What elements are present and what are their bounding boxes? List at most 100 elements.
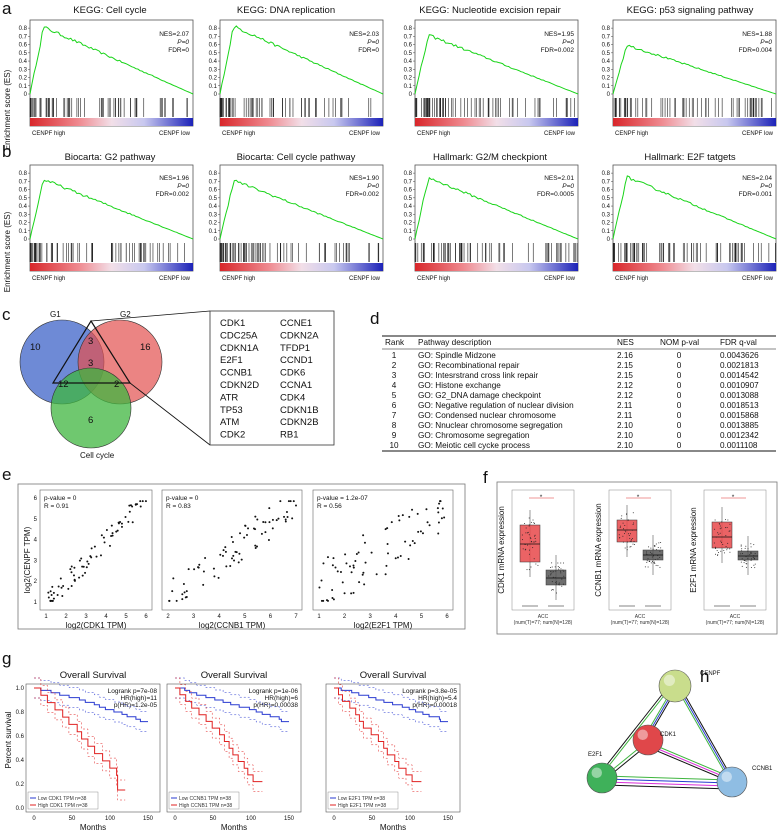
node-highlight [663, 674, 676, 687]
p-text: P=0 [367, 183, 379, 190]
tumor-point [525, 527, 527, 529]
scatter-point [202, 570, 205, 573]
normal-point [654, 559, 656, 561]
scatter-point [111, 532, 114, 535]
scatter-point [441, 507, 444, 510]
scatter-point [139, 505, 142, 508]
scatter-point [127, 520, 130, 523]
ytick-label: 0.3 [404, 212, 413, 218]
normal-point [753, 557, 755, 559]
scatter-point [411, 539, 414, 542]
corr-xtick: 1 [317, 614, 321, 620]
normal-point [747, 548, 749, 550]
scatter-point [437, 532, 440, 535]
gsea-plot-2: KEGG: Nucleotide excision repair NES=1.9… [404, 5, 579, 137]
panel-e: e log2(CENPF TPM) p-value = 0R = 0.91log… [2, 465, 466, 630]
high-label: CENPF high [32, 131, 65, 137]
corr-xtick: 4 [394, 614, 398, 620]
normal-point [651, 553, 653, 555]
tumor-point [725, 535, 727, 537]
panel-label-d: d [370, 309, 379, 328]
scatter-point [437, 521, 440, 524]
edge-e2f1-ccnb1 [603, 775, 731, 781]
tumor-point [624, 529, 626, 531]
low-label: CENPF low [159, 131, 191, 137]
tumor-point [626, 546, 628, 548]
gene-name: CCNE1 [280, 318, 312, 329]
scatter-point [336, 570, 339, 573]
gsea-plot-3: KEGG: p53 signaling pathway NES=1.88 P=0… [602, 5, 777, 137]
low-ci-lower [34, 697, 148, 732]
expr-boxplot: CCNB1 mRNA expression * ACC(num(T)=77; num… [594, 489, 672, 626]
normal-point [563, 562, 565, 564]
edge-cenpf-e2f1-b [601, 686, 669, 772]
scatter-point [286, 516, 289, 519]
fdr-text: FDR=0.004 [739, 47, 773, 54]
scatter-point [49, 590, 52, 593]
scatter-point [124, 516, 127, 519]
scatter-point [354, 559, 357, 562]
ytick-label: 0.8 [404, 26, 413, 32]
scatter-point [399, 555, 402, 558]
scatter-point [234, 550, 237, 553]
normal-point [561, 578, 563, 580]
es-curve [29, 179, 194, 240]
node-ccnb1: CCNB1 [716, 766, 773, 798]
node-cdk1: CDK1 [632, 724, 677, 756]
normal-point [552, 589, 554, 591]
table-cell: 0 [677, 431, 682, 440]
scatter-point [341, 581, 344, 584]
nes-text: NES=2.04 [742, 175, 772, 182]
tumor-point [628, 535, 630, 537]
phr-text: p(HR)=1.2e-05 [114, 702, 158, 709]
normal-point [654, 562, 656, 564]
gsea-title: Hallmark: G2/M checkpiont [433, 152, 547, 163]
table-cell: 4 [392, 381, 397, 390]
tumor-point [629, 540, 631, 542]
normal-point [555, 570, 557, 572]
scatter-point [408, 515, 411, 518]
venn-g2-label: G2 [120, 310, 131, 319]
scatter-point [175, 599, 178, 602]
scatter-point [284, 520, 287, 523]
tumor-box [519, 524, 541, 563]
p-text: P=0 [760, 39, 772, 46]
normal-point [659, 550, 661, 552]
ytick-label: 0.1 [602, 229, 611, 235]
tumor-point [727, 542, 729, 544]
table-cell: GO: Histone exchange [418, 381, 501, 390]
tumor-point [622, 528, 624, 530]
normal-point [659, 556, 661, 558]
scatter-point [352, 566, 355, 569]
table-cell: GO: Recombinational repair [418, 361, 520, 370]
surv-title: Overall Survival [201, 670, 268, 681]
low-label: CENPF low [742, 276, 774, 282]
panel-h: h CENPF CDK1 E2F1 CCNB1 [586, 667, 773, 798]
ytick-label: 0.8 [602, 26, 611, 32]
ytick-label: 0.6 [602, 188, 611, 194]
low-label: CENPF low [544, 276, 576, 282]
tumor-point [528, 569, 530, 571]
edge-e2f1-ccnb1-c [603, 781, 731, 787]
gsea-title: Hallmark: E2F tatgets [644, 152, 736, 163]
table-cell: GO: Intesrstrand cross link repair [418, 371, 538, 380]
edge-cenpf-ccnb1-b [679, 689, 731, 779]
tumor-point [630, 546, 632, 548]
scatter-point [326, 556, 329, 559]
normal-point [741, 565, 743, 567]
scatter-point [52, 597, 55, 600]
scatter-point [386, 543, 389, 546]
scatter-point [219, 553, 222, 556]
scatter-point [352, 591, 355, 594]
tumor-point [719, 528, 721, 530]
scatter-point [86, 560, 89, 563]
surv-frame [166, 683, 302, 813]
normal-point [754, 567, 756, 569]
scatter-point [229, 565, 232, 568]
scatter-point [289, 500, 292, 503]
surv-title: Overall Survival [360, 670, 427, 681]
node-circle [658, 669, 692, 703]
venn-only-cc: 6 [88, 415, 93, 426]
tumor-point [622, 541, 624, 543]
